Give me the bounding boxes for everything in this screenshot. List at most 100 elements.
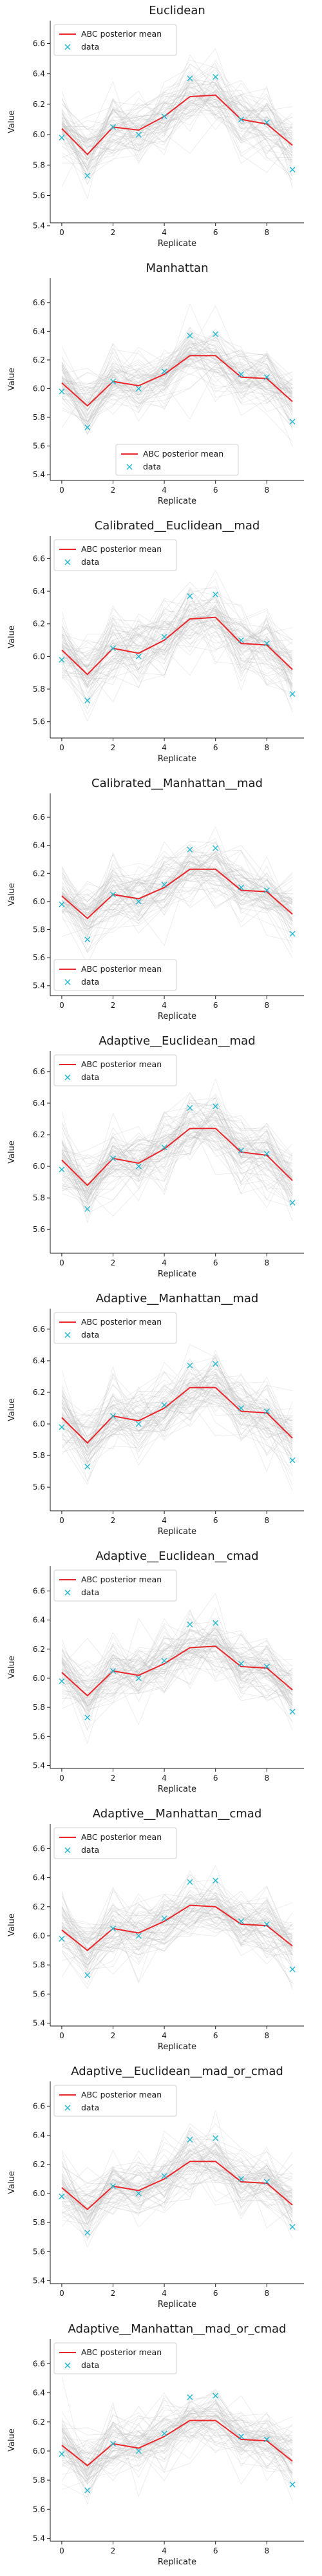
posterior-sample-line [61,592,293,687]
data-point [263,640,270,647]
posterior-sample-line [61,334,293,422]
posterior-sample-line [61,2410,293,2474]
posterior-sample-line [61,598,293,676]
posterior-sample-line [61,1879,293,1961]
data-point [289,2481,296,2488]
posterior-sample-line [61,1385,293,1441]
posterior-sample-line [61,596,293,722]
x-tick-label: 0 [59,2546,64,2555]
posterior-sample-line [61,1110,293,1198]
posterior-sample-line [61,94,293,149]
posterior-sample-line [61,605,293,680]
posterior-sample-line [61,609,293,675]
posterior-sample-line [61,80,293,164]
posterior-sample-line [61,1103,293,1204]
x-tick-label: 2 [111,1001,116,1010]
posterior-sample-line [61,337,293,420]
legend-data-label: data [81,1845,99,1855]
posterior-sample-line [61,851,293,938]
posterior-sample-line [61,91,293,153]
posterior-sample-line [61,861,293,954]
y-tick-label: 6.2 [33,2418,45,2427]
posterior-sample-line [61,1344,293,1447]
data-point [263,119,270,126]
posterior-sample-line [61,1647,293,1725]
data-point [110,378,117,384]
posterior-sample-line [61,91,293,155]
posterior-sample-line [61,867,293,930]
data-point [59,2193,65,2199]
posterior-sample-lines [61,1865,293,1990]
posterior-sample-line [61,1902,293,1955]
posterior-sample-line [61,88,293,185]
posterior-mean-line [61,1904,293,1951]
y-tick-label: 5.8 [33,2476,45,2485]
x-tick-label: 4 [162,228,167,237]
y-axis-label: Value [7,1398,17,1421]
posterior-sample-line [61,1092,293,1191]
posterior-sample-lines [61,1593,293,1744]
posterior-sample-line [61,1112,293,1189]
x-axis-label: Replicate [158,2300,196,2309]
x-tick-label: 2 [111,2031,116,2040]
x-tick-label: 0 [59,486,64,495]
posterior-sample-line [61,1382,293,1455]
posterior-sample-line [61,1906,293,1952]
posterior-sample-line [61,346,293,442]
posterior-sample-line [61,601,293,696]
posterior-sample-line [61,614,293,693]
posterior-sample-line [61,101,293,158]
chart-title: Adaptive__Manhattan__mad_or_cmad [68,2322,287,2336]
data-point [213,845,219,851]
legend-frame [53,1312,177,1344]
posterior-sample-line [61,2401,293,2481]
posterior-sample-line [61,337,293,412]
data-point [263,1921,270,1927]
y-tick-label: 5.6 [33,717,45,726]
data-point [213,591,219,598]
posterior-sample-line [61,336,293,426]
data-point [187,1621,193,1627]
posterior-sample-line [61,1370,293,1458]
posterior-sample-line [61,2416,293,2474]
data-point [213,331,219,337]
posterior-sample-line [61,2418,293,2470]
y-tick-label: 6.2 [33,1388,45,1397]
posterior-sample-line [61,851,293,922]
posterior-sample-line [61,861,293,911]
posterior-sample-line [61,1369,293,1448]
posterior-sample-line [61,852,293,938]
legend-mean-label: ABC posterior mean [81,1317,162,1327]
x-axis-label: Replicate [158,1785,196,1794]
posterior-sample-line [61,1390,293,1463]
posterior-sample-line [61,2133,293,2239]
posterior-sample-line [61,2412,293,2493]
posterior-sample-line [61,1655,293,1716]
posterior-sample-line [61,1895,293,1956]
y-tick-label: 6.4 [33,841,45,850]
posterior-sample-line [61,2418,293,2481]
x-tick-label: 8 [264,2546,269,2555]
posterior-sample-line [61,1122,293,1201]
posterior-sample-line [61,591,293,692]
posterior-sample-line [61,2163,293,2239]
posterior-sample-line [61,2134,293,2195]
y-tick-label: 5.8 [33,1193,45,1202]
posterior-sample-line [61,1634,293,1730]
posterior-sample-line [61,1635,293,1709]
posterior-sample-line [61,362,293,427]
x-tick-label: 6 [213,486,218,495]
posterior-sample-line [61,1897,293,1949]
posterior-sample-line [61,601,293,678]
x-tick-label: 0 [59,1258,64,1267]
posterior-sample-line [61,1631,293,1731]
posterior-sample-line [61,857,293,953]
y-tick-label: 6.6 [33,1325,45,1334]
posterior-sample-line [61,327,293,417]
posterior-sample-lines [61,569,293,722]
data-point [59,2450,65,2457]
posterior-sample-line [61,2155,293,2225]
posterior-sample-line [61,2376,293,2481]
y-axis-label: Value [7,1913,17,1937]
posterior-sample-line [61,587,293,681]
